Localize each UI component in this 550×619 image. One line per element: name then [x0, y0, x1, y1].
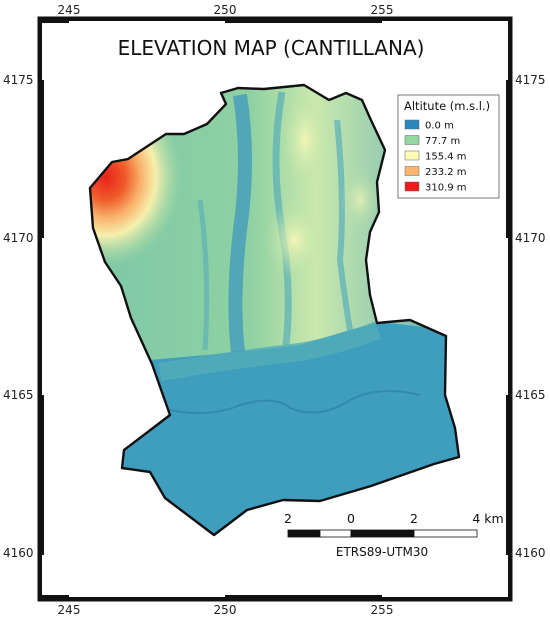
scale-label-2-left: 2 [284, 511, 292, 526]
legend-label-0: 0.0 m [425, 121, 454, 132]
legend: Altitute (m.s.l.) 0.0 m 77.7 m 155.4 m 233.… [397, 94, 500, 199]
y-tick-4170-left: 4170 [3, 231, 34, 245]
legend-swatch-4 [404, 181, 420, 192]
scale-label-2-right: 2 [410, 511, 418, 526]
y-tick-4160-left: 4160 [3, 546, 34, 560]
frame-ticks [38, 17, 512, 601]
scale-segment-4 [413, 529, 478, 538]
y-tick-4165-right: 4165 [515, 388, 546, 402]
y-tick-4170-right: 4170 [515, 231, 546, 245]
scale-segment-1 [287, 529, 321, 538]
legend-label-1: 77.7 m [425, 136, 460, 147]
y-tick-4160-right: 4160 [515, 546, 546, 560]
scale-bar: 2 0 2 4 km EТRS89-UTM30 [284, 511, 504, 559]
legend-swatch-3 [404, 166, 420, 176]
x-tick-245-top: 245 [58, 3, 81, 17]
legend-label-4: 310.9 m [425, 183, 467, 194]
legend-title: Altitute (m.s.l.) [404, 99, 490, 113]
y-tick-4175-right: 4175 [515, 73, 546, 87]
y-tick-labels-right: 4175 4170 4165 4160 [515, 73, 546, 560]
legend-swatch-1 [404, 135, 420, 145]
legend-label-2: 155.4 m [425, 152, 467, 163]
y-tick-labels-left: 4175 4170 4165 4160 [3, 73, 34, 560]
legend-swatch-2 [404, 150, 420, 161]
x-tick-labels-top: 245 250 255 [58, 3, 394, 17]
municipality-boundary [88, 83, 461, 537]
x-tick-250-bottom: 250 [214, 603, 237, 617]
x-tick-255-bottom: 255 [371, 603, 394, 617]
scale-segment-3 [350, 529, 415, 538]
legend-swatch-0 [404, 119, 420, 130]
scale-label-0: 0 [347, 511, 355, 526]
scale-label-4km: 4 km [472, 511, 503, 526]
x-tick-245-bottom: 245 [58, 603, 81, 617]
legend-label-3: 233.2 m [425, 167, 467, 178]
legend-box [397, 94, 500, 199]
y-tick-4175-left: 4175 [3, 73, 34, 87]
y-tick-4165-left: 4165 [3, 388, 34, 402]
map-title: ELEVATION MAP (CANTILLANA) [118, 36, 425, 60]
x-tick-255-top: 255 [371, 3, 394, 17]
x-tick-250-top: 250 [214, 3, 237, 17]
x-tick-labels-bottom: 245 250 255 [58, 603, 394, 617]
scale-segment-2 [319, 529, 352, 538]
crs-label: EТRS89-UTM30 [336, 545, 428, 559]
